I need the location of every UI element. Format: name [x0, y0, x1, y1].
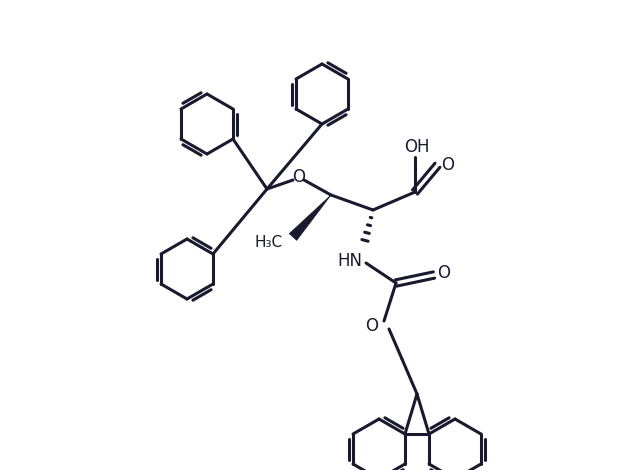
Polygon shape: [289, 195, 331, 240]
Text: O: O: [365, 317, 378, 335]
Text: HN: HN: [337, 252, 362, 270]
Text: OH: OH: [404, 138, 429, 156]
Text: H₃C: H₃C: [255, 235, 283, 250]
Text: O: O: [441, 156, 454, 174]
Text: O: O: [438, 264, 451, 282]
Text: O: O: [292, 168, 305, 186]
